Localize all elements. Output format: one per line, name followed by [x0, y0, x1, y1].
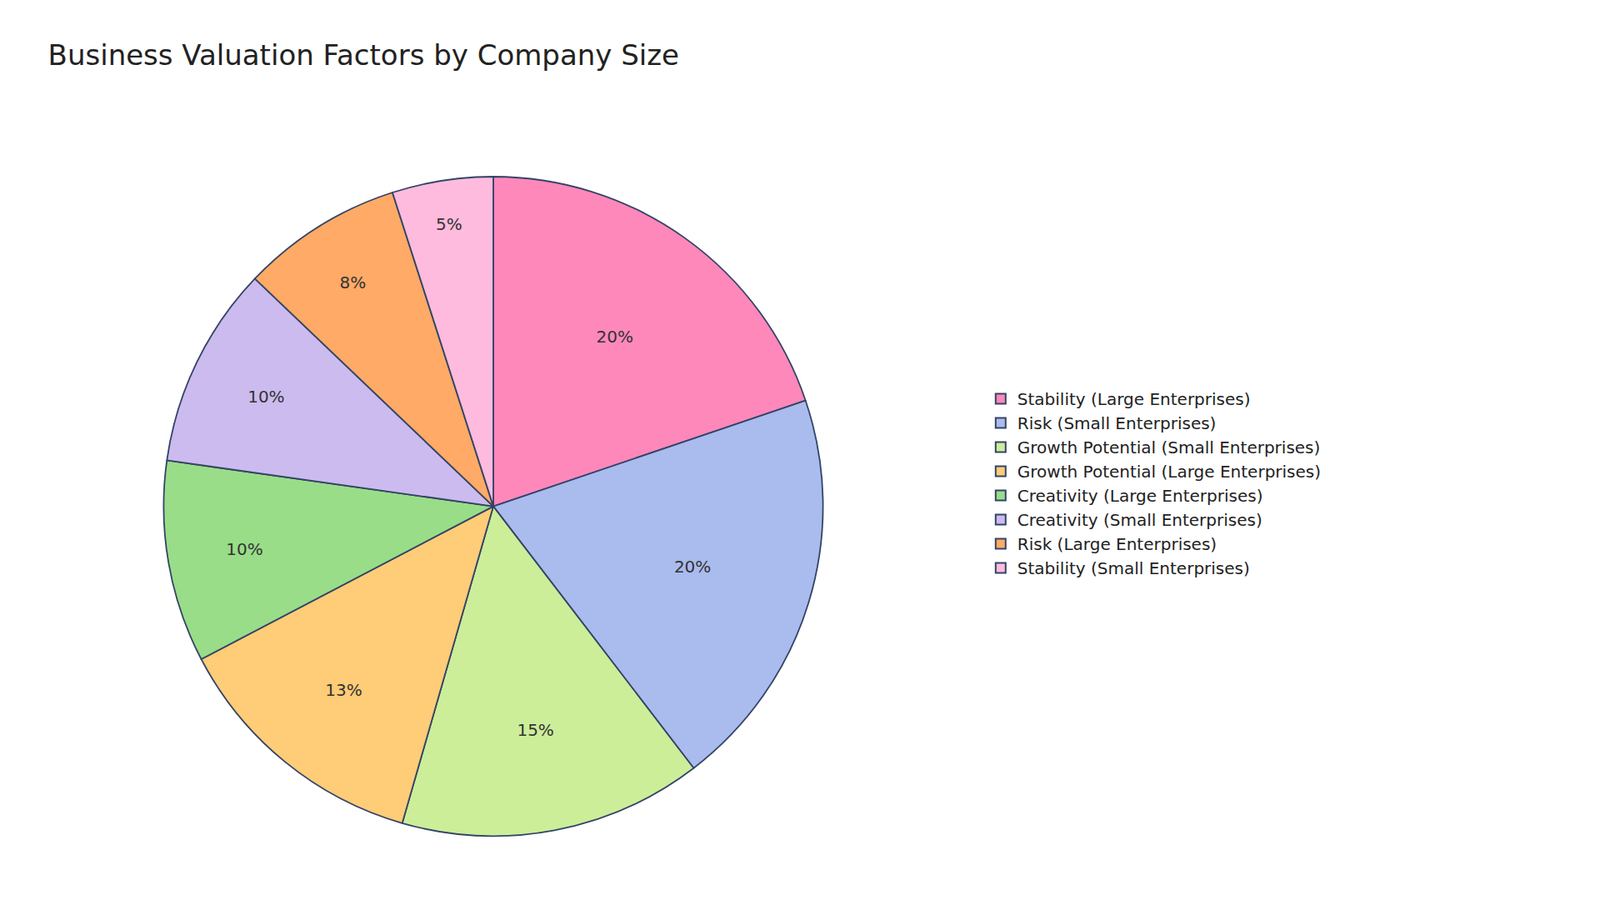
svg-text:8%: 8%	[340, 272, 367, 293]
svg-text:Risk (Large Enterprises): Risk (Large Enterprises)	[1017, 534, 1217, 555]
svg-text:20%: 20%	[595, 326, 633, 347]
svg-text:13%: 13%	[325, 680, 362, 700]
svg-text:Creativity (Large Enterprises): Creativity (Large Enterprises)	[1017, 485, 1264, 506]
svg-text:Risk (Small Enterprises): Risk (Small Enterprises)	[1017, 413, 1217, 434]
svg-text:10%: 10%	[247, 386, 285, 407]
svg-text:Creativity (Small Enterprises): Creativity (Small Enterprises)	[1017, 510, 1263, 530]
svg-text:15%: 15%	[516, 720, 554, 740]
svg-text:20%: 20%	[674, 556, 711, 577]
svg-text:5%: 5%	[435, 214, 463, 235]
svg-text:Stability (Large Enterprises): Stability (Large Enterprises)	[1017, 389, 1251, 410]
svg-text:Growth Potential (Large Enterp: Growth Potential (Large Enterprises)	[1017, 461, 1321, 482]
svg-text:10%: 10%	[225, 539, 263, 560]
svg-text:Business Valuation Factors by: Business Valuation Factors by Company Si…	[48, 38, 680, 72]
svg-text:Stability (Small Enterprises): Stability (Small Enterprises)	[1017, 558, 1250, 579]
svg-text:Growth Potential (Small Enterp: Growth Potential (Small Enterprises)	[1017, 437, 1321, 458]
